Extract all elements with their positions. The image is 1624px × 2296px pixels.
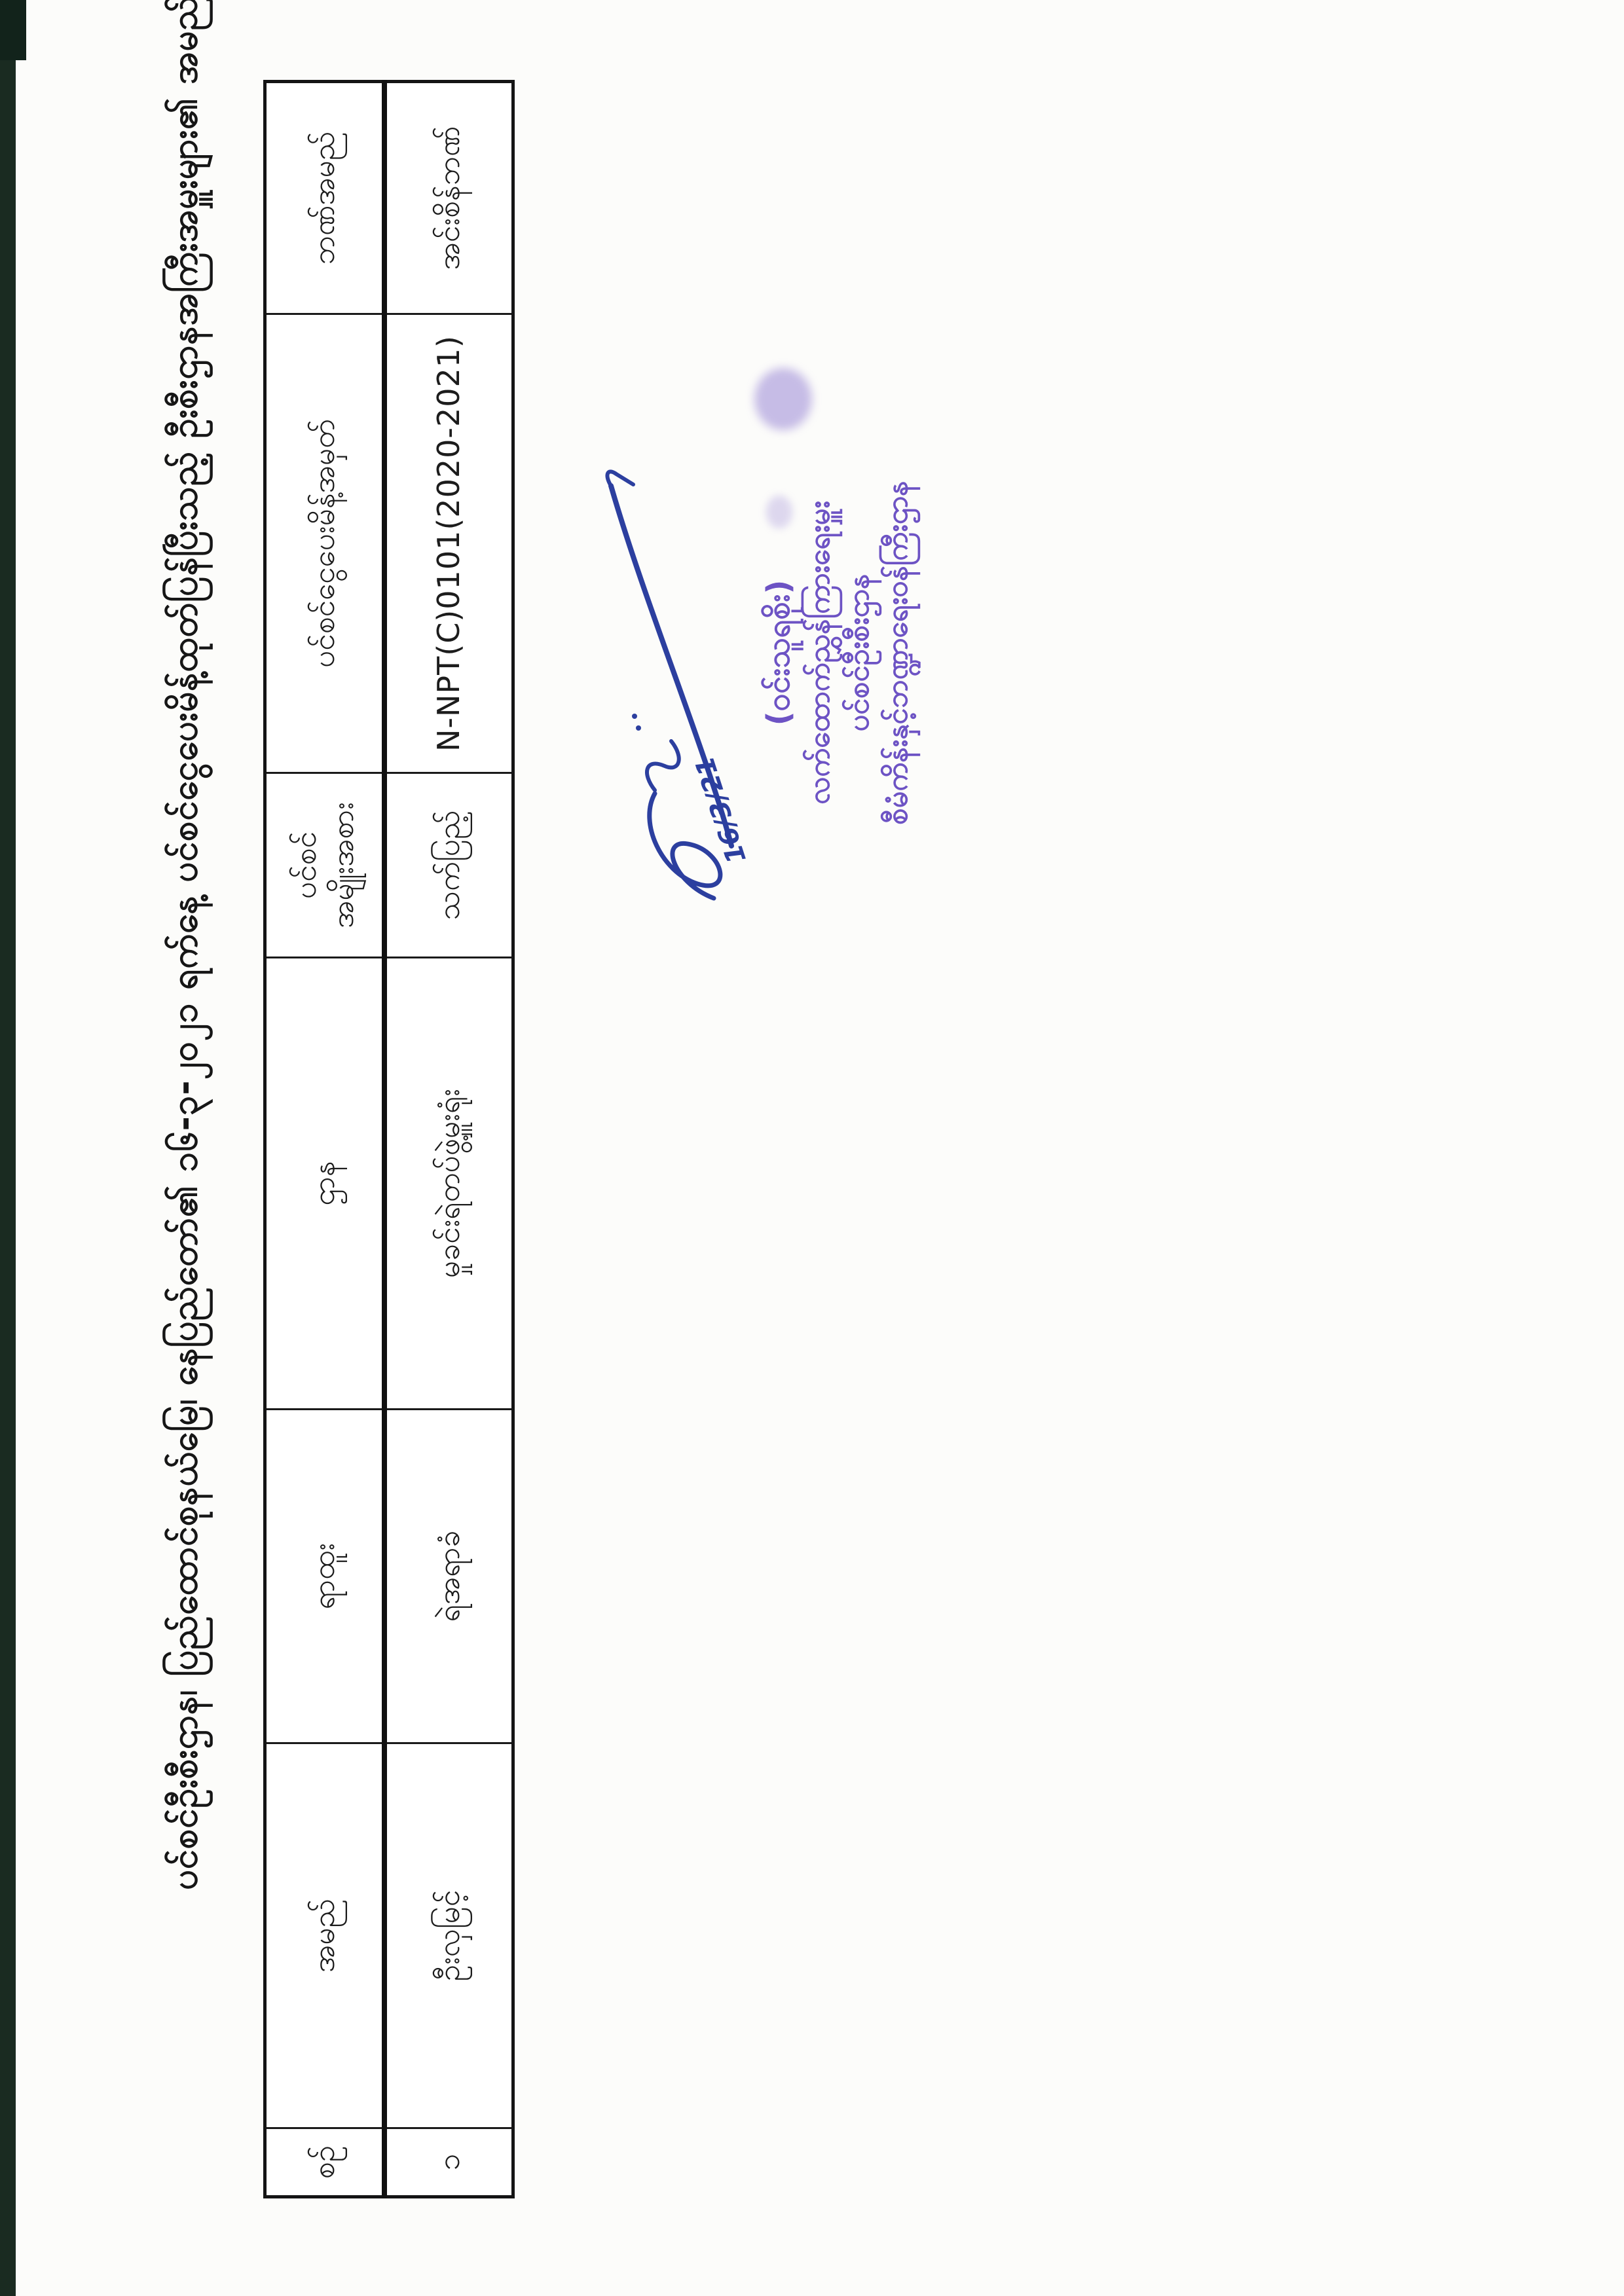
official-stamp-block: 16/3/21 (ဝင်းသူရစိုး) လက်ထောက်ညွှန်ကြားရ… — [605, 368, 917, 934]
cell-name: ဦးလှမြင့် — [384, 1743, 513, 2128]
cell-department: မှုခင်းရဲတပ်ဖွဲ့မှူးရုံး — [384, 957, 513, 1410]
stamp-ministry: စီမံကိန်းနှင့်ဘဏ္ဍာရေးဝန်ကြီးဌာန — [879, 481, 915, 825]
stamp-ink-smudge-small — [766, 496, 792, 528]
header-department: ဌာန — [265, 957, 384, 1410]
stamp-ink-smudge — [754, 368, 812, 430]
table-data-row: ၁ ဦးလှမြင့် ရဲအရာခံ မှုခင်းရဲတပ်ဖွဲ့မှူး… — [384, 81, 513, 2197]
header-pension-type-line2: အမျိုးအစား — [325, 802, 360, 928]
cell-pension-type: သက်ပြည့် — [384, 773, 513, 958]
header-position: ရာထူး — [265, 1409, 384, 1743]
scanner-edge-band — [0, 0, 16, 2296]
signature-icon — [605, 469, 734, 901]
header-pension-type-line1: ပင်စင် — [287, 831, 323, 900]
cell-position: ရဲအရာခံ — [384, 1409, 513, 1743]
pension-table: စဉ် အမည် ရာထူး ဌာန ပင်စင် အမျိုးအစား ပင်… — [263, 80, 515, 2198]
header-serial: စဉ် — [265, 2128, 384, 2197]
header-bank-name: ဘဏ်အမည် — [265, 81, 384, 314]
stamp-signer-position: လက်ထောက်ညွှန်ကြားရေးမှူး — [802, 501, 837, 805]
stamp-department: ပင်စင်ဦးစီးဌာန — [840, 574, 876, 732]
table-header-row: စဉ် အမည် ရာထူး ဌာန ပင်စင် အမျိုးအစား ပင်… — [265, 81, 384, 2197]
cell-serial: ၁ — [384, 2128, 513, 2197]
scanner-edge-notch — [0, 0, 26, 60]
header-name: အမည် — [265, 1743, 384, 2128]
header-ppo-number: ပင်စင်ငွေပေးမိန့်အမှတ် — [265, 314, 384, 773]
cell-bank-name: အင်းစိန်ဘဏ် — [384, 81, 513, 314]
document-title: ပင်စင်ဦးစီးဌာန၊ ပြည်ထောင်စုနယ်မြေ၊ နေပြည… — [164, 0, 205, 1890]
stamp-signer-name: (ဝင်းသူရစိုး) — [760, 579, 797, 726]
header-pension-type: ပင်စင် အမျိုးအစား — [265, 773, 384, 958]
cell-ppo-number: N-NPT(C)0101(2020-2021) — [384, 314, 513, 773]
